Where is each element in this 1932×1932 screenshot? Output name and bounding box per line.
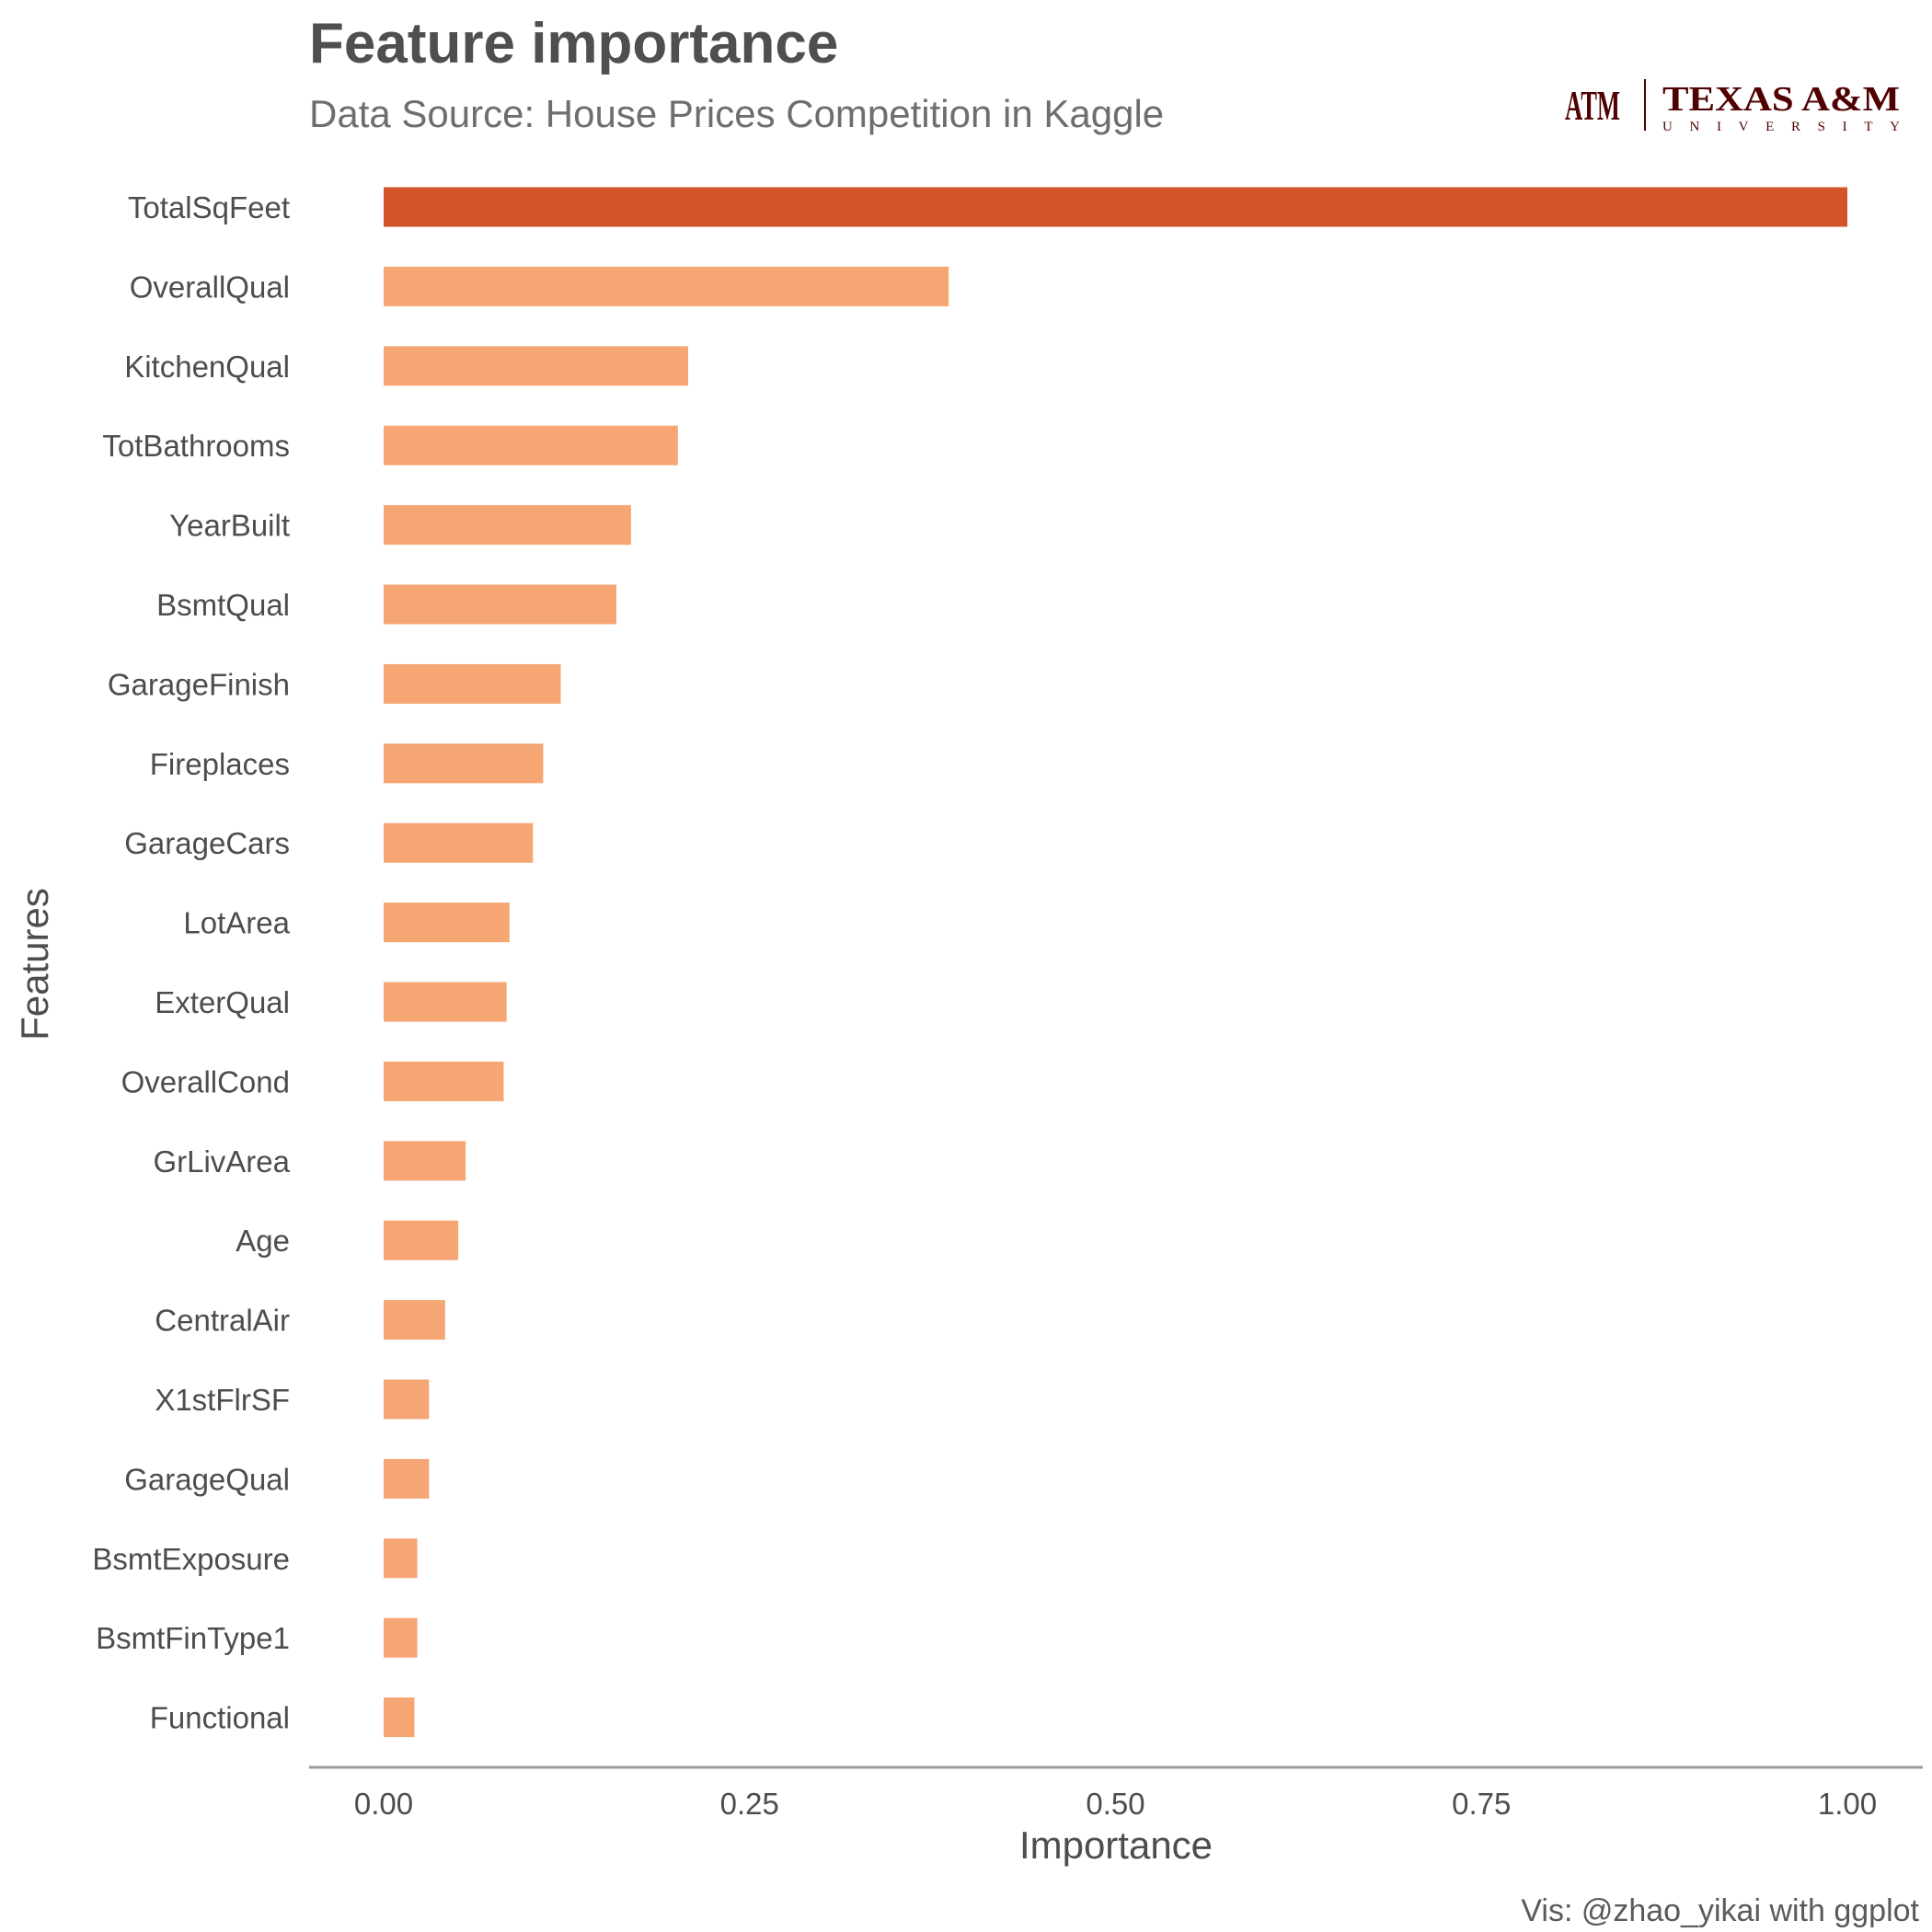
bar-totbathrooms: [384, 425, 678, 466]
category-label: GarageFinish: [108, 667, 290, 701]
category-label: BsmtQual: [156, 588, 290, 622]
bar-kitchenqual: [384, 346, 688, 386]
x-tick-label: 1.00: [1818, 1787, 1877, 1821]
chart-subtitle: Data Source: House Prices Competition in…: [309, 92, 1165, 135]
category-label: KitchenQual: [124, 350, 290, 384]
x-tick-label: 0.00: [354, 1787, 413, 1821]
x-axis-title: Importance: [1019, 1823, 1213, 1867]
chart-caption: Vis: @zhao_yikai with ggplot: [1521, 1893, 1919, 1928]
category-label: BsmtFinType1: [96, 1621, 290, 1655]
logo-text: TEXAS A&M: [1662, 80, 1900, 119]
bar-yearbuilt: [384, 505, 631, 546]
x-tick-labels-group: 0.00 0.25 0.50 0.75 1.00: [354, 1787, 1877, 1821]
bar-exterqual: [384, 982, 507, 1022]
bar-age: [384, 1220, 459, 1260]
category-label: OverallQual: [130, 270, 290, 304]
bar-bsmtqual: [384, 584, 616, 625]
bars-group: [384, 187, 1847, 1738]
category-label: BsmtExposure: [92, 1542, 290, 1576]
category-label: GrLivArea: [153, 1144, 290, 1179]
category-label: ExterQual: [155, 985, 290, 1019]
bar-lotarea: [384, 903, 510, 943]
bar-x1stflrsf: [384, 1379, 430, 1420]
bar-garagefinish: [384, 663, 561, 704]
bar-garagecars: [384, 822, 534, 863]
category-label: TotalSqFeet: [128, 190, 290, 224]
category-label: LotArea: [183, 906, 290, 940]
bar-garagequal: [384, 1458, 430, 1499]
category-labels-group: TotalSqFeet OverallQual KitchenQual TotBath…: [92, 190, 290, 1735]
x-tick-label: 0.50: [1086, 1787, 1144, 1821]
chart-title: Feature importance: [309, 12, 839, 75]
x-tick-label: 0.25: [720, 1787, 779, 1821]
bar-bsmtfintype1: [384, 1617, 418, 1658]
logo-divider: [1644, 79, 1646, 131]
category-label: Fireplaces: [150, 747, 290, 781]
category-label: YearBuilt: [169, 509, 290, 543]
category-label: Age: [236, 1224, 290, 1258]
category-label: X1stFlrSF: [155, 1383, 290, 1417]
category-label: GarageCars: [124, 826, 290, 860]
bar-fireplaces: [384, 743, 544, 784]
bar-totalsqfeet: [384, 187, 1847, 227]
bar-centralair: [384, 1300, 445, 1340]
category-label: OverallCond: [121, 1064, 290, 1098]
bar-overallcond: [384, 1061, 504, 1101]
texas-am-logo: ATM TEXAS A&M UNIVERSITY: [1565, 79, 1900, 134]
category-label: Functional: [150, 1701, 290, 1735]
category-label: GarageQual: [124, 1462, 290, 1496]
bar-functional: [384, 1697, 415, 1738]
bar-bsmtexposure: [384, 1538, 418, 1579]
category-label: CentralAir: [155, 1304, 290, 1338]
bar-grlivarea: [384, 1141, 466, 1181]
x-tick-label: 0.75: [1452, 1787, 1511, 1821]
category-label: TotBathrooms: [102, 429, 290, 463]
bar-overallqual: [384, 266, 949, 306]
logo-mark: ATM: [1565, 82, 1620, 129]
y-axis-title: Features: [13, 888, 56, 1041]
